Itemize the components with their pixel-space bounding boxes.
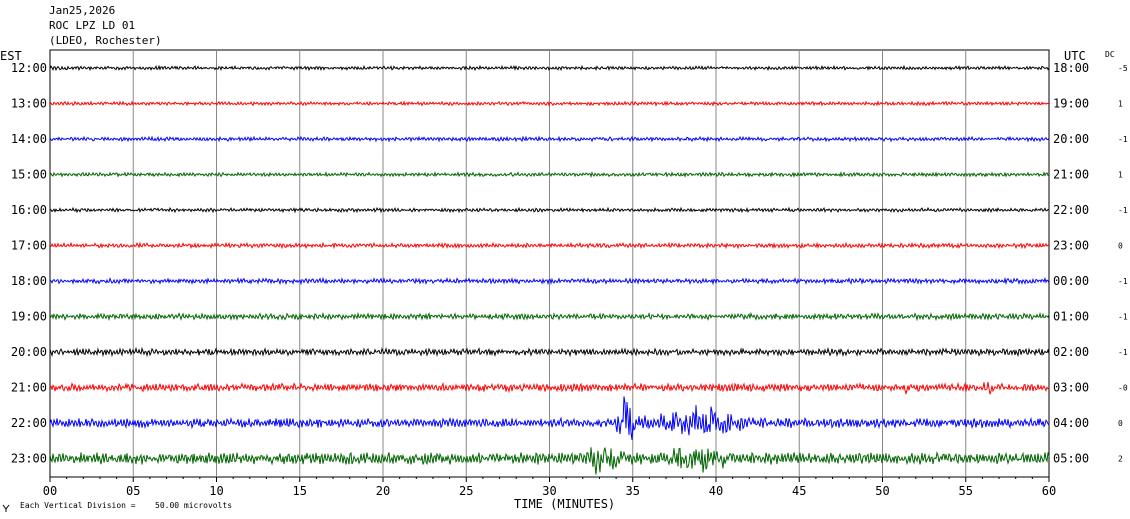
- dc-value-label: -1: [1118, 348, 1128, 357]
- utc-time-label: 20:00: [1053, 132, 1089, 146]
- dc-value-label: -0: [1118, 384, 1128, 393]
- trace-line: [49, 276, 1050, 286]
- chart-date: Jan25,2026: [49, 4, 116, 17]
- utc-time-label: 22:00: [1053, 203, 1089, 217]
- est-time-label: 14:00: [11, 132, 47, 146]
- seismic-traces: [49, 64, 1050, 475]
- trace-line: [49, 346, 1050, 358]
- x-tick-label: 30: [542, 484, 556, 498]
- dc-value-label: 2: [1118, 455, 1123, 464]
- est-time-label: 12:00: [11, 61, 47, 75]
- x-tick-label: 10: [209, 484, 223, 498]
- dc-value-label: -1: [1118, 206, 1128, 215]
- utc-time-label: 01:00: [1053, 310, 1089, 324]
- est-time-label: 13:00: [11, 97, 47, 111]
- utc-time-label: 05:00: [1053, 452, 1089, 466]
- trace-line: [49, 381, 1050, 396]
- logo-mark-shape: [2, 504, 10, 512]
- x-tick-label: 60: [1042, 484, 1056, 498]
- x-tick-label: 55: [959, 484, 973, 498]
- x-tick-label: 00: [43, 484, 57, 498]
- footer-division-value: 50.00 microvolts: [155, 501, 232, 510]
- left-axis-label: EST: [0, 49, 22, 63]
- est-time-label: 20:00: [11, 345, 47, 359]
- est-time-label: 19:00: [11, 310, 47, 324]
- utc-time-label: 23:00: [1053, 239, 1089, 253]
- station-code: ROC LPZ LD 01: [49, 19, 136, 32]
- trace-line: [49, 64, 1050, 72]
- x-tick-label: 25: [459, 484, 473, 498]
- x-tick-label: 15: [293, 484, 307, 498]
- x-axis-title: TIME (MINUTES): [514, 497, 615, 511]
- x-tick-label: 45: [792, 484, 806, 498]
- trace-line: [49, 396, 1050, 440]
- est-time-label: 22:00: [11, 416, 47, 430]
- dc-value-label: 0: [1118, 419, 1123, 428]
- x-tick-label: 05: [126, 484, 140, 498]
- right-axis-label: UTC: [1064, 49, 1086, 63]
- x-tick-label: 50: [875, 484, 889, 498]
- utc-time-label: 04:00: [1053, 416, 1089, 430]
- dc-value-label: -1: [1118, 313, 1128, 322]
- dc-value-label: -5: [1118, 64, 1128, 73]
- trace-line: [49, 311, 1050, 322]
- est-time-label: 18:00: [11, 274, 47, 288]
- x-tick-label: 20: [376, 484, 390, 498]
- station-network: (LDEO, Rochester): [49, 34, 162, 47]
- dc-value-label: 1: [1118, 171, 1123, 180]
- dc-value-label: 0: [1118, 242, 1123, 251]
- utc-time-label: 00:00: [1053, 274, 1089, 288]
- trace-line: [49, 100, 1050, 107]
- est-time-label: 23:00: [11, 452, 47, 466]
- logo-mark-icon: [2, 504, 10, 512]
- trace-line: [49, 241, 1050, 250]
- est-time-label: 17:00: [11, 239, 47, 253]
- grid-lines: [49, 49, 1050, 482]
- dc-value-label: -1: [1118, 277, 1128, 286]
- utc-time-label: 02:00: [1053, 345, 1089, 359]
- dc-label: DC: [1105, 50, 1115, 59]
- est-time-label: 16:00: [11, 203, 47, 217]
- est-time-label: 21:00: [11, 381, 47, 395]
- trace-line: [49, 447, 1050, 475]
- dc-value-label: -1: [1118, 135, 1128, 144]
- est-time-label: 15:00: [11, 168, 47, 182]
- trace-line: [49, 135, 1050, 143]
- dc-value-label: 1: [1118, 100, 1123, 109]
- utc-time-label: 21:00: [1053, 168, 1089, 182]
- trace-line: [49, 170, 1050, 179]
- utc-time-label: 03:00: [1053, 381, 1089, 395]
- utc-time-label: 18:00: [1053, 61, 1089, 75]
- utc-time-label: 19:00: [1053, 97, 1089, 111]
- footer-division-label: Each Vertical Division =: [20, 501, 136, 510]
- trace-line: [49, 206, 1050, 214]
- x-tick-label: 40: [709, 484, 723, 498]
- x-tick-label: 35: [626, 484, 640, 498]
